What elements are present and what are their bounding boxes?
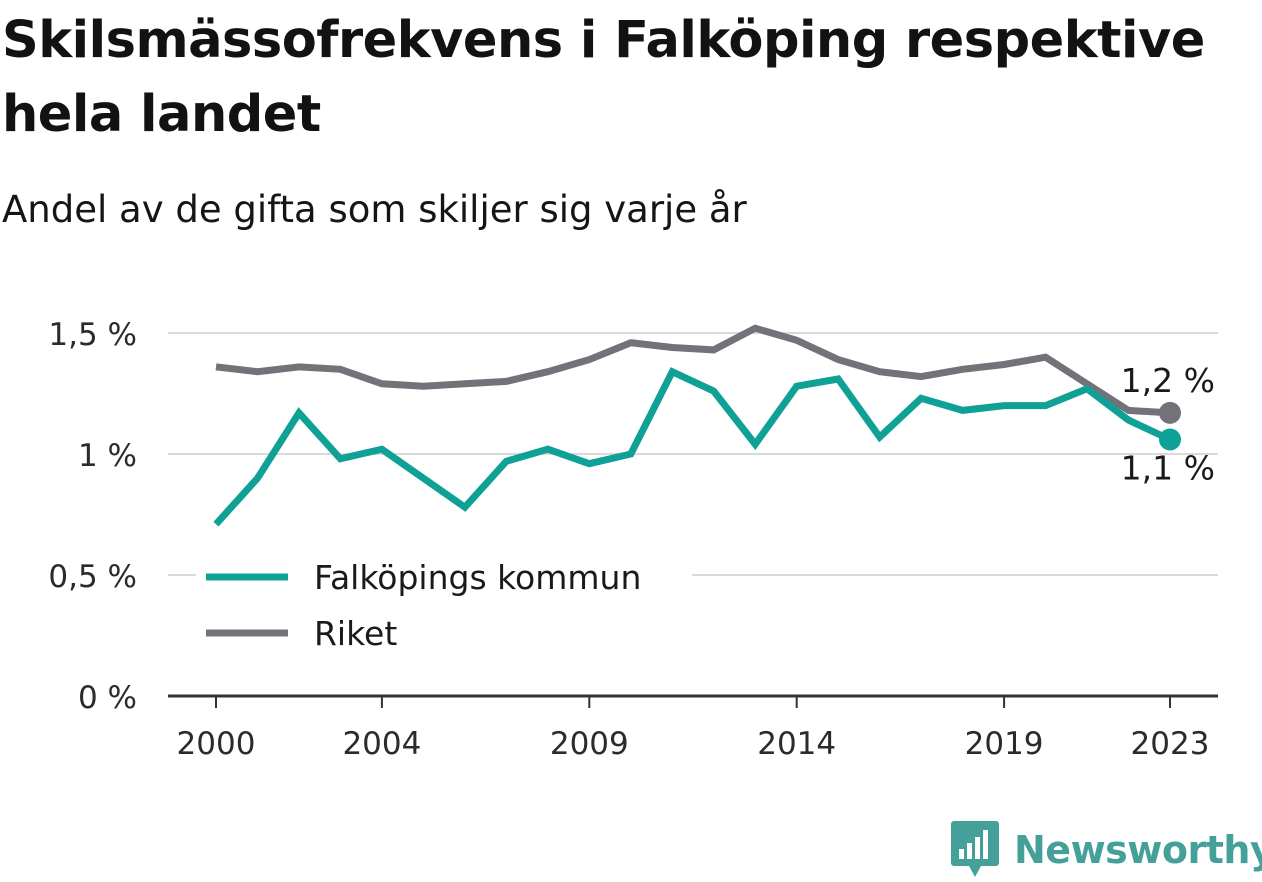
- legend-item-riket-label: Riket: [314, 614, 397, 653]
- end-labels: 1,2 % 1,1 %: [1121, 361, 1215, 488]
- x-tick-label: 2019: [965, 726, 1044, 762]
- legend-background: [196, 553, 692, 658]
- series-lines: [213, 324, 1181, 527]
- series-line-falkoping: [213, 367, 1172, 527]
- x-tick-label: 2023: [1131, 726, 1210, 762]
- x-tick-label: 2014: [757, 726, 836, 762]
- x-tick-label: 2000: [177, 726, 256, 762]
- line-chart: 0 % 0,5 % 1 % 1,5 % 2000 2004 2009 2014 2019 202…: [48, 317, 1218, 762]
- x-tick-label: 2009: [550, 726, 629, 762]
- chart-title: Skilsmässofrekvens i Falköping respektiv…: [2, 11, 1205, 144]
- y-tick-label: 1 %: [78, 438, 137, 474]
- brand-logo: Newsworthy: [950, 818, 1262, 882]
- x-tick-label: 2004: [342, 726, 421, 762]
- end-label-falkoping: 1,1 %: [1121, 448, 1215, 487]
- x-axis-ticks: 2000 2004 2009 2014 2019 2023: [168, 694, 1218, 762]
- series-end-point: [1159, 401, 1181, 424]
- legend: Falköpings kommun Riket: [196, 553, 692, 658]
- series-end-point: [1159, 428, 1181, 451]
- chart-subtitle: Andel av de gifta som skiljer sig varje …: [2, 188, 747, 231]
- y-axis-ticks: 0 % 0,5 % 1 % 1,5 %: [48, 317, 137, 716]
- legend-item-falkoping-label: Falköpings kommun: [314, 558, 641, 597]
- brand-name: Newsworthy: [1014, 828, 1262, 872]
- y-tick-label: 0 %: [78, 680, 137, 716]
- end-label-riket: 1,2 %: [1121, 361, 1215, 400]
- y-tick-label: 1,5 %: [48, 317, 137, 353]
- series-line-riket: [215, 324, 1171, 417]
- newsworthy-logo-icon: [951, 821, 999, 877]
- y-tick-label: 0,5 %: [48, 559, 137, 595]
